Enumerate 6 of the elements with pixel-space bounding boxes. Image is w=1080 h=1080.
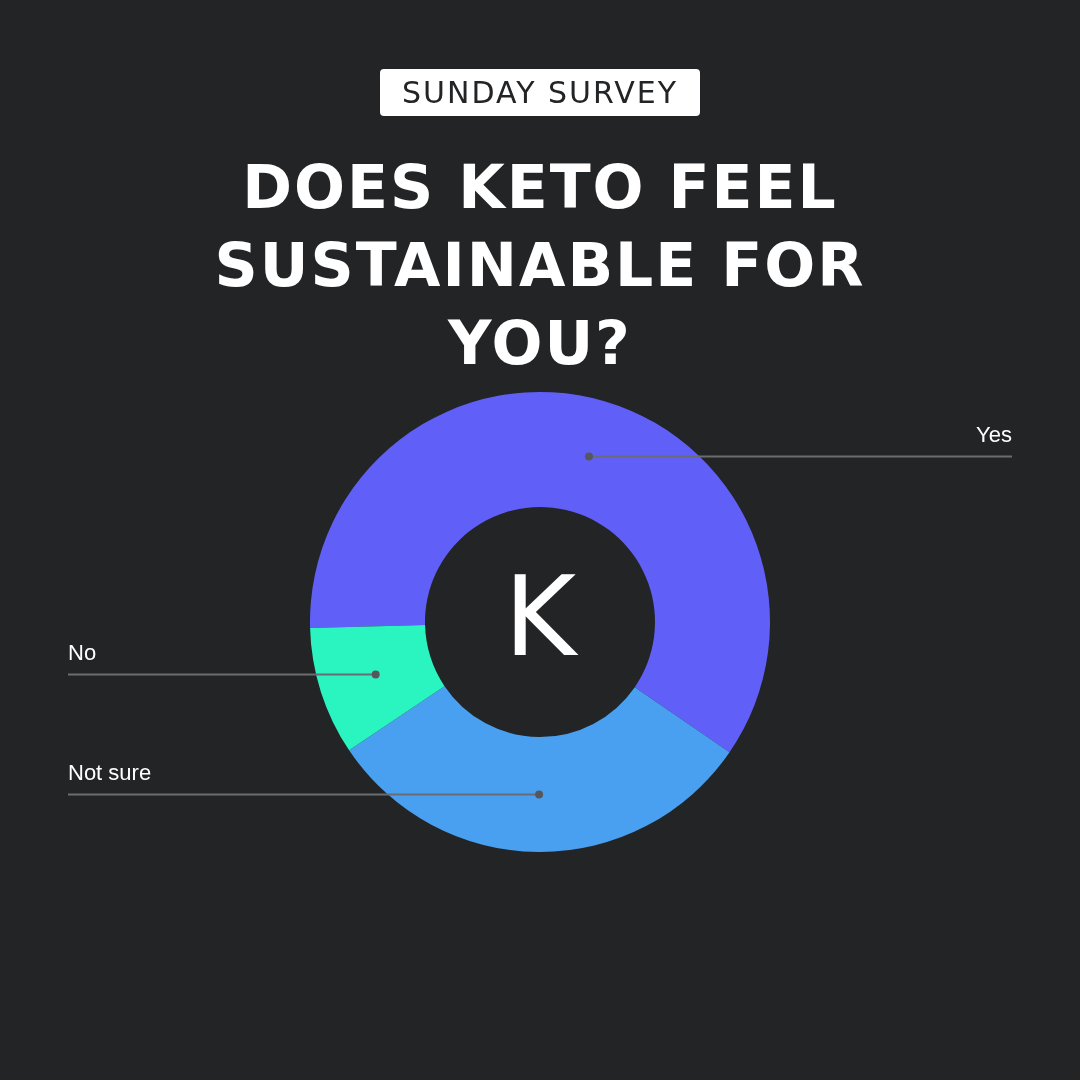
chart-subtitle: SUNDAY SURVEY (379, 69, 701, 116)
chart-title: DOES KETO FEEL SUSTAINABLE FOR YOU? (213, 151, 867, 380)
slice-label: Yes (976, 421, 1012, 447)
slice-label: No (68, 639, 97, 665)
text: K (503, 552, 579, 681)
slice-label: Not sure (68, 759, 152, 785)
